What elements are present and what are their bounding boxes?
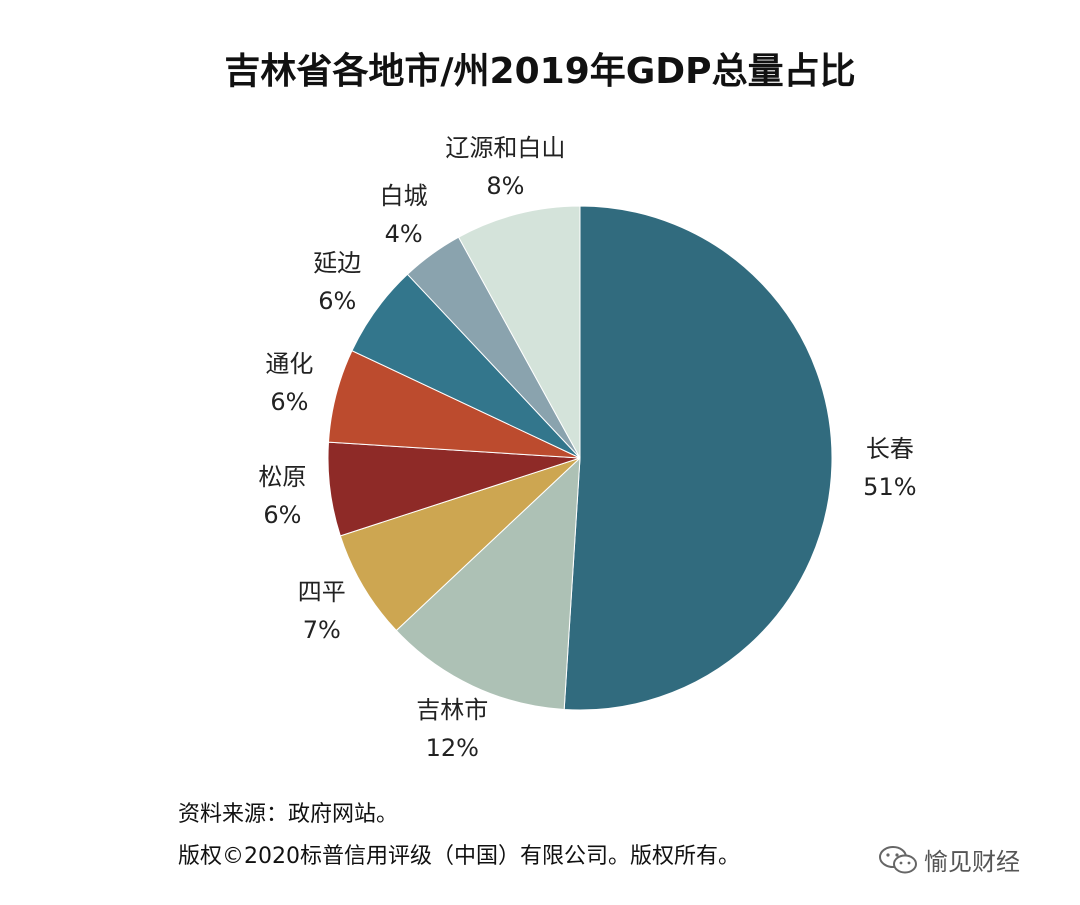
slice-label: 通化 6% <box>209 345 369 421</box>
slice-label: 延边 6% <box>257 244 417 320</box>
pie-slice-2 <box>339 457 581 632</box>
slice-label-value: 6% <box>318 286 357 315</box>
slice-label-name: 延边 <box>313 248 362 277</box>
pie-slice-0 <box>563 205 833 711</box>
slice-label-name: 四平 <box>297 577 346 606</box>
slice-label: 白城 4% <box>324 177 484 253</box>
slice-label-value: 51% <box>863 472 917 501</box>
slice-label-value: 12% <box>425 734 479 763</box>
slice-label-value: 6% <box>263 500 302 529</box>
chart-title: 吉林省各地市/州2019年GDP总量占比 <box>224 51 856 92</box>
slice-label: 吉林市 12% <box>372 691 532 767</box>
slice-label-value: 7% <box>302 615 341 644</box>
copyright-note: 版权©2020标普信用评级（中国）有限公司。版权所有。 <box>178 844 740 869</box>
slice-label-name: 通化 <box>265 350 314 379</box>
pie-slice-1 <box>395 456 581 711</box>
slice-label-name: 白城 <box>379 182 428 211</box>
slice-label: 辽源和白山 8% <box>425 129 585 205</box>
slice-label: 长春 51% <box>810 430 970 506</box>
slice-label-name: 辽源和白山 <box>445 134 566 163</box>
slice-label-value: 6% <box>270 388 309 417</box>
slice-label: 四平 7% <box>242 573 402 649</box>
slice-label-name: 长春 <box>865 434 914 463</box>
pie-slice-7 <box>457 205 581 459</box>
slice-label-name: 松原 <box>258 462 307 491</box>
source-note: 资料来源：政府网站。 <box>178 802 399 827</box>
slice-label: 松原 6% <box>202 458 362 534</box>
slice-label-value: 8% <box>486 172 525 201</box>
slice-label-name: 吉林市 <box>416 696 489 725</box>
wechat-icon <box>879 845 917 873</box>
watermark-text: 愉见财经 <box>924 848 1020 876</box>
watermark: 愉见财经 <box>878 842 1020 877</box>
slice-label-value: 4% <box>384 220 423 249</box>
